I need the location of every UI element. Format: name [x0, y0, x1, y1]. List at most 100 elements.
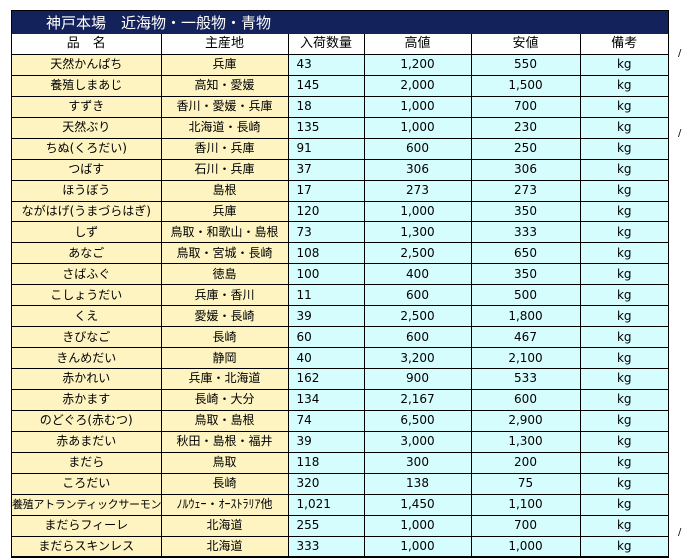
item-name-cell: すずき [12, 95, 162, 118]
origin-cell: 鳥取・宮城・長崎 [160, 242, 289, 265]
high-price-cell: 2,500 [363, 305, 472, 328]
header-remarks: 備考 [579, 34, 668, 55]
remarks-cell: kg [579, 284, 668, 307]
header-row: 品 名 主産地 入荷数量 高値 安値 備考 [12, 34, 668, 55]
edge-mark: / [678, 527, 682, 538]
edge-mark: / [678, 128, 682, 139]
high-price-cell: 900 [363, 368, 472, 390]
high-price-cell: 3,200 [363, 347, 472, 369]
high-price-cell: 1,200 [363, 54, 472, 76]
high-price-cell: 600 [363, 137, 472, 160]
origin-cell: 北海道 [160, 535, 289, 558]
low-price-cell: 2,900 [470, 409, 581, 432]
quantity-cell: 162 [287, 368, 365, 390]
table-row: 赤かれい 兵庫・北海道 162 900 533 kg [12, 368, 668, 390]
item-name-cell: こしょうだい [12, 284, 162, 307]
high-price-cell: 1,000 [363, 95, 472, 118]
remarks-cell: kg [579, 74, 668, 97]
low-price-cell: 550 [470, 54, 581, 76]
origin-cell: 鳥取・和歌山・島根 [160, 221, 289, 244]
origin-cell: 香川・愛媛・兵庫 [160, 95, 289, 118]
quantity-cell: 37 [287, 158, 365, 181]
remarks-cell: kg [579, 305, 668, 328]
high-price-cell: 600 [363, 326, 472, 349]
high-price-cell: 2,000 [363, 74, 472, 97]
quantity-cell: 17 [287, 179, 365, 202]
remarks-cell: kg [579, 472, 668, 495]
remarks-cell: kg [579, 451, 668, 474]
quantity-cell: 91 [287, 137, 365, 160]
item-name-cell: 赤かます [12, 388, 162, 411]
high-price-cell: 3,000 [363, 430, 472, 453]
item-name-cell: つばす [12, 158, 162, 181]
table-row: ちぬ(くろだい) 香川・兵庫 91 600 250 kg [12, 137, 668, 160]
high-price-cell: 2,167 [363, 388, 472, 411]
item-name-cell: あなご [12, 242, 162, 265]
table-row: のどぐろ(赤むつ) 鳥取・島根 74 6,500 2,900 kg [12, 409, 668, 432]
high-price-cell: 138 [363, 472, 472, 495]
remarks-cell: kg [579, 158, 668, 181]
low-price-cell: 350 [470, 200, 581, 223]
table-row: しず 鳥取・和歌山・島根 73 1,300 333 kg [12, 221, 668, 244]
low-price-cell: 533 [470, 368, 581, 390]
quantity-cell: 135 [287, 116, 365, 139]
origin-cell: 兵庫・香川 [160, 284, 289, 307]
quantity-cell: 18 [287, 95, 365, 118]
quantity-cell: 118 [287, 451, 365, 474]
header-high-price: 高値 [363, 34, 472, 55]
origin-cell: 長崎・大分 [160, 388, 289, 411]
quantity-cell: 145 [287, 74, 365, 97]
remarks-cell: kg [579, 116, 668, 139]
origin-cell: 徳島 [160, 263, 289, 286]
header-quantity: 入荷数量 [287, 34, 365, 55]
sheet-title: 神戸本場 近海物・一般物・青物 [12, 10, 668, 34]
high-price-cell: 306 [363, 158, 472, 181]
item-name-cell: しず [12, 221, 162, 244]
remarks-cell: kg [579, 242, 668, 265]
low-price-cell: 1,500 [470, 74, 581, 97]
table-row: 天然ぶり 北海道・長崎 135 1,000 230 kg [12, 116, 668, 139]
remarks-cell: kg [579, 179, 668, 202]
high-price-cell: 1,000 [363, 116, 472, 139]
table-row: さばふぐ 徳島 100 400 350 kg [12, 263, 668, 286]
low-price-cell: 1,300 [470, 430, 581, 453]
table-row: 養殖アトランティックサーモン ﾉﾙｳｪｰ・ｵｰｽﾄﾗﾘｱ他 1,021 1,450 1,… [12, 493, 668, 516]
table-row: くえ 愛媛・長崎 39 2,500 1,800 kg [12, 305, 668, 328]
table-row: きんめだい 静岡 40 3,200 2,100 kg [12, 347, 668, 369]
item-name-cell: 赤かれい [12, 368, 162, 390]
table-body: 天然かんぱち 兵庫 43 1,200 550 kg 養殖しまあじ 高知・愛媛 145 2,000 1… [12, 54, 668, 558]
quantity-cell: 39 [287, 305, 365, 328]
table-row: まだら 鳥取 118 300 200 kg [12, 451, 668, 474]
quantity-cell: 11 [287, 284, 365, 307]
remarks-cell: kg [579, 409, 668, 432]
quantity-cell: 40 [287, 347, 365, 369]
remarks-cell: kg [579, 388, 668, 411]
header-origin: 主産地 [160, 34, 289, 55]
header-name: 品 名 [12, 34, 162, 55]
low-price-cell: 306 [470, 158, 581, 181]
remarks-cell: kg [579, 137, 668, 160]
origin-cell: ﾉﾙｳｪｰ・ｵｰｽﾄﾗﾘｱ他 [160, 493, 289, 516]
origin-cell: 高知・愛媛 [160, 74, 289, 97]
high-price-cell: 1,000 [363, 514, 472, 537]
low-price-cell: 1,800 [470, 305, 581, 328]
quantity-cell: 1,021 [287, 493, 365, 516]
low-price-cell: 250 [470, 137, 581, 160]
high-price-cell: 273 [363, 179, 472, 202]
low-price-cell: 230 [470, 116, 581, 139]
origin-cell: 北海道 [160, 514, 289, 537]
origin-cell: 秋田・島根・福井 [160, 430, 289, 453]
quantity-cell: 134 [287, 388, 365, 411]
table-row: あなご 鳥取・宮城・長崎 108 2,500 650 kg [12, 242, 668, 265]
item-name-cell: ちぬ(くろだい) [12, 137, 162, 160]
low-price-cell: 500 [470, 284, 581, 307]
origin-cell: 島根 [160, 179, 289, 202]
origin-cell: 石川・兵庫 [160, 158, 289, 181]
high-price-cell: 2,500 [363, 242, 472, 265]
remarks-cell: kg [579, 326, 668, 349]
remarks-cell: kg [579, 95, 668, 118]
low-price-cell: 2,100 [470, 347, 581, 369]
high-price-cell: 600 [363, 284, 472, 307]
item-name-cell: さばふぐ [12, 263, 162, 286]
table-row: 養殖しまあじ 高知・愛媛 145 2,000 1,500 kg [12, 74, 668, 97]
